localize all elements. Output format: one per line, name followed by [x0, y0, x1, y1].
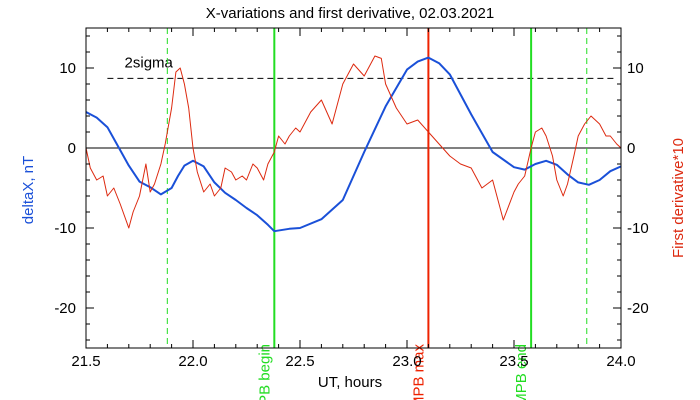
chart-title: X-variations and first derivative, 02.03… [206, 5, 495, 22]
marker-label-1: MPB max [410, 344, 427, 400]
x-tick-label: 23.5 [499, 353, 528, 370]
axes: 21.5 22.0 22.5 23.0 23.5 24.0 -20 -20 -10 -10 0 0 10… [54, 28, 649, 370]
y-tick-label-right: 10 [627, 60, 644, 77]
x-axis-label: UT, hours [318, 374, 382, 391]
x-tick-label: 22.5 [285, 353, 314, 370]
series-line-0 [85, 56, 622, 233]
x-tick-label: 23.0 [392, 353, 421, 370]
y-axis-label-left: deltaX, nT [20, 156, 37, 224]
y-tick-label-right: -20 [627, 300, 649, 317]
x-tick-label: 21.5 [71, 353, 100, 370]
threshold-label: 2sigma [125, 54, 174, 71]
plot-marks: 2sigma MPB begin MPB max MPB end [85, 28, 622, 400]
y-tick-label-left: 10 [59, 60, 76, 77]
y-tick-label-left: 0 [68, 140, 76, 157]
x-tick-label: 24.0 [606, 353, 635, 370]
y-tick-label-right: -10 [627, 220, 649, 237]
plot-frame [85, 27, 622, 349]
x-tick-label: 22.0 [178, 353, 207, 370]
y-tick-label-left: -10 [54, 220, 76, 237]
y-tick-label-left: -20 [54, 300, 76, 317]
series-line-1 [85, 55, 622, 229]
marker-label-2: MPB end [513, 344, 530, 400]
y-tick-label-right: 0 [627, 140, 635, 157]
y-axis-label-right: First derivative*10 [670, 138, 687, 258]
marker-label-0: MPB begin [256, 344, 273, 400]
